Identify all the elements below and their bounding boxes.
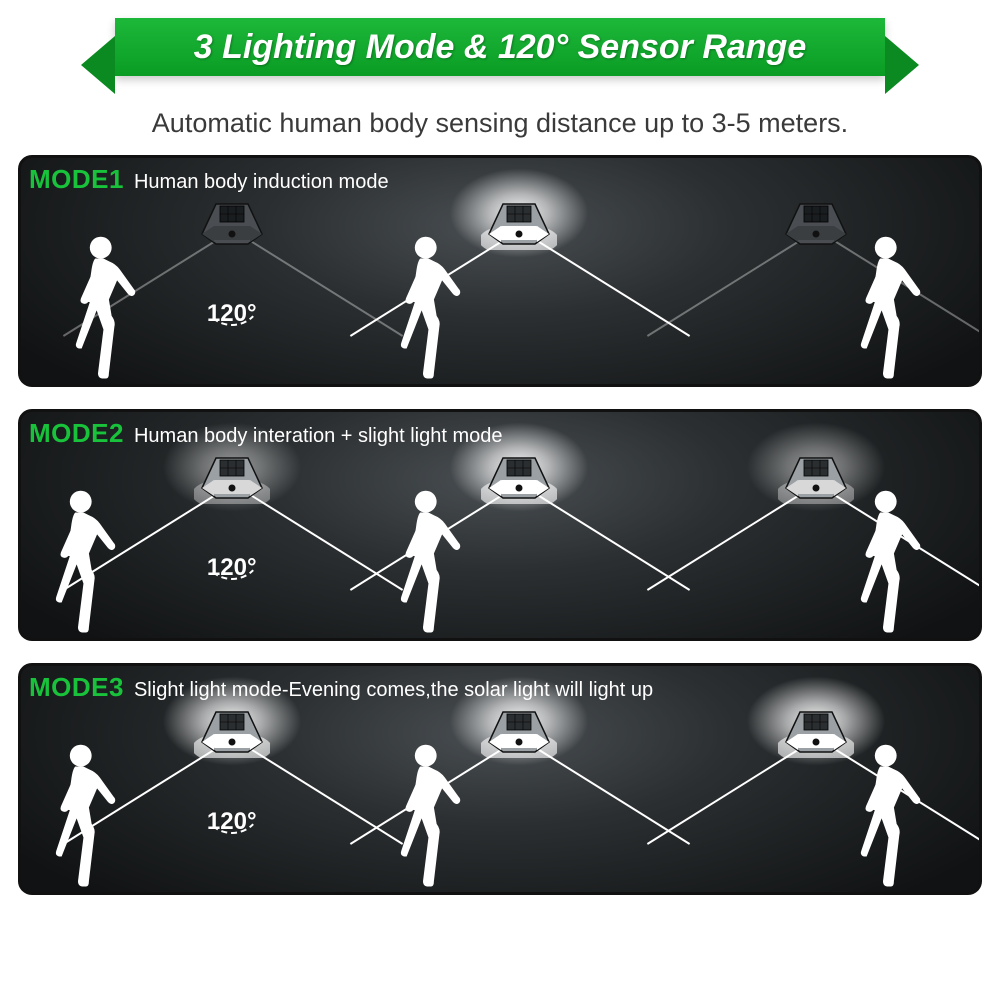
- mode-description: Human body induction mode: [134, 171, 389, 194]
- person-silhouette: [842, 234, 925, 384]
- solar-light-icon: [481, 704, 557, 758]
- mode-description: Human body interation + slight light mod…: [134, 425, 503, 448]
- mode-label: MODE2: [29, 418, 124, 449]
- subtitle-text: Automatic human body sensing distance up…: [0, 108, 1000, 139]
- solar-light-icon: [194, 450, 270, 504]
- solar-light-icon: [481, 196, 557, 250]
- sensor-angle-label: 120°: [207, 300, 257, 328]
- walking-person-icon: [842, 742, 925, 892]
- panel-header: MODE2 Human body interation + slight lig…: [29, 418, 503, 449]
- solar-light-icon: [194, 196, 270, 250]
- person-silhouette: [842, 488, 925, 638]
- person-silhouette: [37, 488, 120, 638]
- walking-person-icon: [382, 234, 465, 384]
- solar-light-icon: [481, 450, 557, 504]
- person-silhouette: [382, 234, 465, 384]
- sensor-angle-label: 120°: [207, 808, 257, 836]
- walking-person-icon: [56, 234, 139, 384]
- person-silhouette: [382, 488, 465, 638]
- sensor-angle-label: 120°: [207, 554, 257, 582]
- person-silhouette: [382, 742, 465, 892]
- light-fixture: [194, 450, 270, 509]
- panel-header: MODE3 Slight light mode-Evening comes,th…: [29, 672, 653, 703]
- walking-person-icon: [382, 488, 465, 638]
- light-unit: [469, 178, 569, 378]
- panels-container: MODE1 Human body induction mode 120°: [0, 155, 1000, 895]
- walking-person-icon: [842, 488, 925, 638]
- mode-label: MODE3: [29, 672, 124, 703]
- panel-header: MODE1 Human body induction mode: [29, 164, 389, 195]
- panel-mode-1: MODE1 Human body induction mode 120°: [18, 155, 982, 387]
- person-silhouette: [56, 234, 139, 384]
- banner-title: 3 Lighting Mode & 120° Sensor Range: [194, 28, 806, 67]
- light-fixture: [481, 196, 557, 255]
- light-fixture: [194, 704, 270, 763]
- header-banner: 3 Lighting Mode & 120° Sensor Range: [115, 18, 885, 76]
- light-fixture: [481, 450, 557, 509]
- light-unit: 120°: [182, 178, 282, 378]
- light-unit: 120°: [182, 432, 282, 632]
- mode-description: Slight light mode-Evening comes,the sola…: [134, 679, 653, 702]
- light-unit: [469, 686, 569, 886]
- mode-label: MODE1: [29, 164, 124, 195]
- panel-mode-3: MODE3 Slight light mode-Evening comes,th…: [18, 663, 982, 895]
- header-banner-wrap: 3 Lighting Mode & 120° Sensor Range: [0, 0, 1000, 76]
- solar-light-icon: [194, 704, 270, 758]
- light-fixture: [481, 704, 557, 763]
- person-silhouette: [842, 742, 925, 892]
- person-silhouette: [37, 742, 120, 892]
- light-unit: [469, 432, 569, 632]
- light-fixture: [194, 196, 270, 255]
- walking-person-icon: [842, 234, 925, 384]
- light-unit: 120°: [182, 686, 282, 886]
- panel-mode-2: MODE2 Human body interation + slight lig…: [18, 409, 982, 641]
- walking-person-icon: [37, 488, 120, 638]
- walking-person-icon: [382, 742, 465, 892]
- walking-person-icon: [37, 742, 120, 892]
